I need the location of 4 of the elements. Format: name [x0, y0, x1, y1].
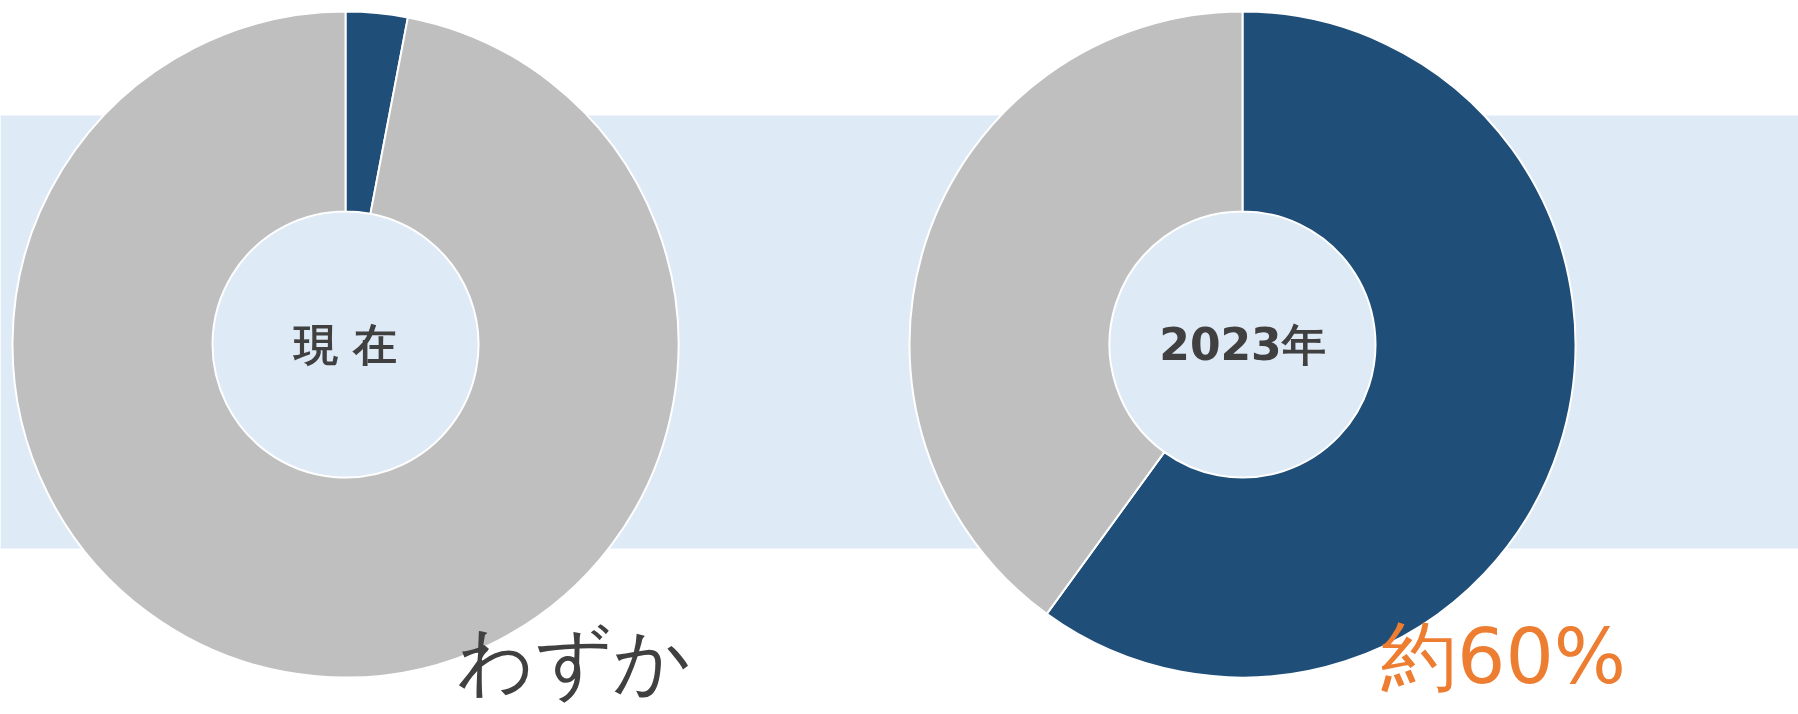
text: 現 在 — [291, 319, 398, 370]
text: わずか — [456, 616, 691, 705]
text: 2023年 — [1159, 319, 1326, 370]
text: 約60% — [1381, 612, 1626, 701]
